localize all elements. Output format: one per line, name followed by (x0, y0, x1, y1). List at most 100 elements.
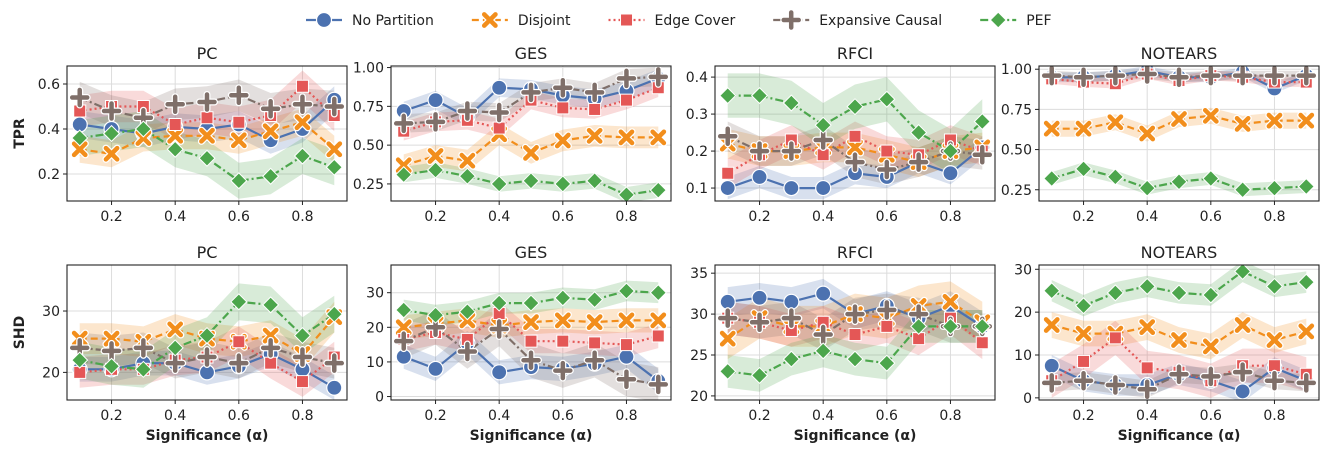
data-point (651, 329, 665, 343)
x-tick-label: 0.6 (876, 408, 898, 424)
data-point (200, 111, 214, 125)
legend-marker-plus-icon (780, 9, 803, 31)
data-point (426, 161, 445, 179)
data-point (554, 175, 572, 193)
y-axis-label: SHD (12, 316, 28, 349)
y-tick-label: 30 (42, 304, 60, 320)
data-point (166, 140, 184, 158)
data-point (907, 151, 930, 174)
legend-marker-x-icon (480, 10, 499, 30)
data-point (1106, 168, 1124, 186)
x-axis-label: Significance (α) (470, 428, 593, 444)
y-tick-label: 0.2 (686, 144, 708, 160)
data-point (520, 81, 542, 104)
data-point (1138, 179, 1156, 197)
subplot-title: PC (197, 243, 218, 262)
data-point (458, 311, 477, 330)
data-point (973, 317, 991, 335)
axes-frame (390, 65, 672, 202)
data-point (490, 294, 508, 312)
x-tick-label: 0.4 (488, 408, 510, 424)
x-tick-label: 0.4 (1136, 408, 1158, 424)
data-point (780, 140, 803, 163)
data-point (815, 179, 832, 197)
data-point (588, 102, 602, 116)
y-tick-label: 0.6 (38, 77, 60, 93)
data-point (845, 138, 865, 157)
data-point (232, 115, 246, 129)
series-line-edge-cover (1051, 72, 1307, 85)
data-point (647, 66, 670, 88)
data-point (585, 126, 604, 145)
data-point (618, 348, 635, 365)
data-point (1265, 111, 1284, 130)
data-point (617, 128, 636, 147)
data-point (227, 84, 250, 107)
data-point (846, 98, 864, 116)
data-point (1263, 66, 1286, 87)
data-point (1040, 371, 1063, 394)
data-point (458, 151, 477, 170)
y-tick-label: 10 (366, 355, 384, 371)
subplot-title: NOTEARS (1141, 243, 1218, 262)
data-point (1233, 315, 1252, 335)
data-point (1265, 277, 1284, 296)
data-point (227, 352, 250, 375)
data-point (1201, 337, 1220, 356)
x-tick-label: 0.6 (552, 408, 574, 424)
y-tick-label: 0.25 (1001, 183, 1032, 199)
data-point (1043, 357, 1060, 374)
axes-frame (66, 264, 348, 401)
data-point (134, 360, 152, 378)
data-point (649, 181, 667, 199)
data-point (941, 292, 960, 311)
data-point (71, 351, 89, 369)
data-point (617, 282, 636, 300)
data-point (583, 349, 606, 372)
data-point (261, 326, 280, 345)
y-tick-label: 20 (42, 365, 60, 381)
data-point (1042, 119, 1061, 138)
data-point (880, 144, 894, 158)
data-point (848, 328, 862, 342)
y-tick-label: 10 (1014, 348, 1032, 364)
x-tick-label: 0.4 (1136, 209, 1158, 225)
data-point (456, 340, 479, 363)
data-point (1138, 277, 1156, 296)
data-point (748, 140, 771, 163)
data-point (615, 368, 638, 391)
data-point (649, 311, 668, 330)
data-point (198, 149, 216, 167)
data-point (1234, 383, 1251, 400)
x-tick-label: 0.6 (228, 209, 250, 225)
data-point (716, 125, 739, 148)
data-point (323, 352, 346, 375)
data-point (1104, 66, 1127, 87)
x-tick-label: 0.6 (1200, 209, 1222, 225)
subplot-notears-tpr: 0.2 0.4 0.6 0.8 0.25 0.50 0.75 1.00 NOTEARS (1001, 44, 1320, 225)
data-point (521, 143, 541, 163)
data-point (71, 129, 89, 147)
data-point (458, 167, 476, 185)
x-tick-label: 0.2 (1072, 209, 1094, 225)
data-point (1074, 119, 1093, 138)
data-point (815, 285, 832, 302)
subplot-title: RFCI (837, 44, 873, 63)
data-point (196, 91, 218, 113)
data-point (910, 123, 928, 142)
legend-marker-circle-icon (315, 11, 333, 29)
x-tick-label: 0.6 (876, 209, 898, 225)
y-tick-label: 30 (690, 307, 708, 323)
x-tick-label: 0.2 (748, 209, 770, 225)
data-point (782, 94, 800, 112)
legend-entry-expansive-causal: Expansive Causal (773, 9, 942, 31)
legend-label: PEF (1026, 13, 1051, 29)
y-tick-label: 0.3 (686, 107, 708, 123)
data-point (814, 342, 832, 360)
data-point (259, 336, 282, 359)
data-point (846, 350, 864, 368)
data-point (1140, 361, 1154, 375)
y-tick-label: 0.50 (1001, 143, 1032, 159)
data-point (942, 165, 959, 182)
